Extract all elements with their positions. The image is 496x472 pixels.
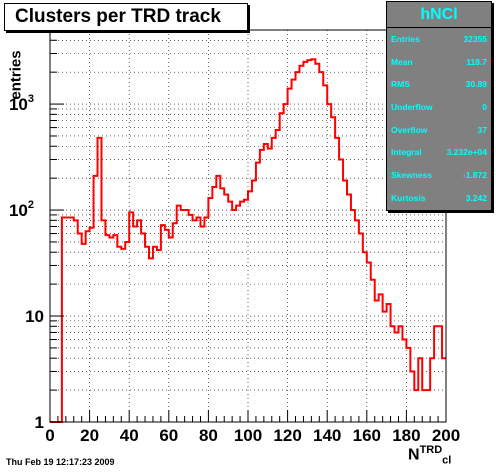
tick-labels: 0 20 40 60 80 100 120 140 160 180 200 1 10 102 103 bbox=[9, 93, 460, 445]
stats-row-integral: Integral 3.232e+04 bbox=[391, 147, 487, 158]
x-tick-label: 120 bbox=[273, 426, 301, 445]
stats-box: hNCl Entries 32355 Mean 118.7 RMS 30.89 Und… bbox=[386, 1, 492, 211]
x-tick-label: 0 bbox=[45, 426, 54, 445]
chart-title: Clusters per TRD track bbox=[4, 3, 248, 31]
x-tick-label: 140 bbox=[313, 426, 341, 445]
stats-title: hNCl bbox=[387, 2, 491, 28]
x-tick-label: 160 bbox=[353, 426, 381, 445]
x-tick-label: 40 bbox=[120, 426, 139, 445]
x-tick-label: 20 bbox=[80, 426, 99, 445]
y-tick-label: 102 bbox=[9, 199, 34, 220]
y-tick-label: 103 bbox=[9, 93, 34, 114]
axis-ticks bbox=[49, 29, 447, 423]
stats-row-entries: Entries 32355 bbox=[391, 34, 487, 44]
y-tick-label: 10 bbox=[25, 307, 44, 326]
histogram-line bbox=[50, 58, 446, 423]
x-tick-label: 200 bbox=[432, 426, 460, 445]
plot-frame bbox=[49, 29, 447, 423]
stats-row-skewness: Skewness -1.872 bbox=[391, 170, 487, 181]
y-tick-exponent: 2 bbox=[28, 199, 34, 211]
y-axis-label: entries bbox=[7, 50, 25, 100]
x-tick-label: 180 bbox=[392, 426, 420, 445]
stats-row-kurtosis: Kurtosis 3.242 bbox=[391, 192, 487, 203]
timestamp: Thu Feb 19 12:17:23 2009 bbox=[6, 457, 115, 467]
stats-row-rms: RMS 30.89 bbox=[391, 79, 487, 90]
x-tick-label: 60 bbox=[159, 426, 178, 445]
y-tick-exponent: 3 bbox=[28, 93, 34, 105]
stats-row-mean: Mean 118.7 bbox=[391, 56, 487, 67]
y-tick-label: 1 bbox=[35, 413, 44, 432]
stats-row-underflow: Underflow 0 bbox=[391, 102, 487, 113]
x-axis-label: NTRDcl bbox=[408, 444, 452, 467]
x-tick-label: 80 bbox=[199, 426, 218, 445]
x-tick-label: 100 bbox=[234, 426, 262, 445]
stats-row-overflow: Overflow 37 bbox=[391, 124, 487, 135]
